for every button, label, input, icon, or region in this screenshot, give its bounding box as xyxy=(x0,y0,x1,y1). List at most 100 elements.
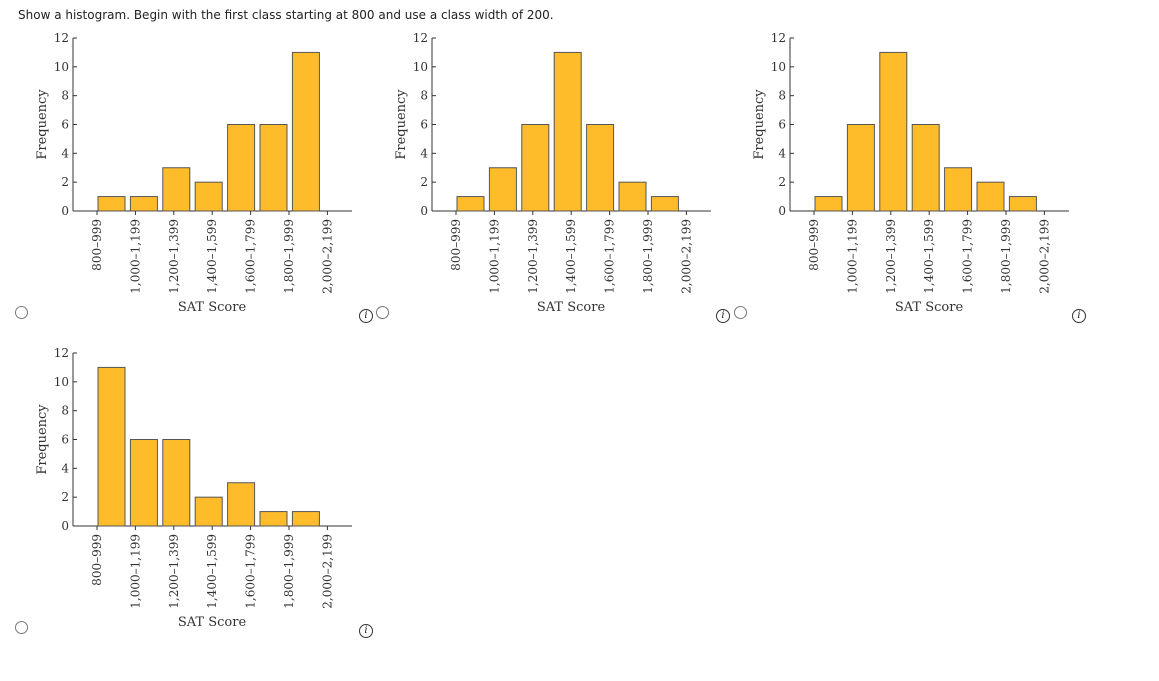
histogram-bar xyxy=(456,196,485,212)
histogram-svg: 0 2 4 6 8 10 12 800–999 1,000–1,199 1,200–1,399 1,… xyxy=(35,31,352,315)
histogram-bar xyxy=(618,181,647,212)
histogram-bar xyxy=(227,124,256,212)
x-tick-label: 800–999 xyxy=(90,534,104,586)
x-tick-label: 800–999 xyxy=(90,219,104,271)
option-3-radio[interactable] xyxy=(734,306,747,319)
x-tick-label: 1,600–1,799 xyxy=(244,534,258,609)
y-tick-label: 10 xyxy=(54,60,69,74)
histogram-bar xyxy=(879,51,908,212)
x-axis-label: SAT Score xyxy=(178,300,247,315)
histogram-bar xyxy=(129,439,158,527)
option-1-info-icon[interactable]: i xyxy=(359,309,373,323)
y-tick-label: 4 xyxy=(420,146,428,160)
x-tick-label: 1,400–1,599 xyxy=(564,219,578,294)
x-tick-label: 1,200–1,399 xyxy=(167,219,181,294)
histogram-bar xyxy=(586,124,615,212)
x-axis-label: SAT Score xyxy=(895,300,964,315)
option-3-info-icon[interactable]: i xyxy=(1072,309,1086,323)
histogram-bar xyxy=(162,167,191,212)
x-tick-label: 1,600–1,799 xyxy=(603,219,617,294)
x-tick-label: 1,400–1,599 xyxy=(922,219,936,294)
x-tick-label: 800–999 xyxy=(807,219,821,271)
y-tick-label: 0 xyxy=(61,204,69,218)
x-tick-label: 1,600–1,799 xyxy=(961,219,975,294)
x-tick-label: 1,200–1,399 xyxy=(884,219,898,294)
histogram-bar xyxy=(227,482,256,527)
y-tick-label: 6 xyxy=(61,433,69,447)
y-tick-label: 10 xyxy=(771,60,786,74)
histogram-option-4: 0 2 4 6 8 10 12 800–999 1,000–1,199 1,200–1,399 1,… xyxy=(0,345,360,649)
y-axis-label: Frequency xyxy=(752,89,767,160)
histogram-bar xyxy=(162,439,191,527)
option-4-info-icon[interactable]: i xyxy=(359,624,373,638)
x-axis-label: SAT Score xyxy=(537,300,606,315)
histogram-option-2: 0 2 4 6 8 10 12 800–999 1,000–1,199 1,200–1,399 1,… xyxy=(359,30,719,334)
option-4-radio[interactable] xyxy=(15,621,28,634)
histogram-option-3: 0 2 4 6 8 10 12 800–999 1,000–1,199 1,200–1,399 1,… xyxy=(717,30,1077,334)
histogram-bar xyxy=(291,51,320,212)
x-tick-label: 1,000–1,199 xyxy=(845,219,859,294)
histogram-bar xyxy=(129,196,158,212)
x-axis-label: SAT Score xyxy=(178,615,247,630)
histogram-bar xyxy=(814,196,843,212)
y-tick-label: 0 xyxy=(61,519,69,533)
histogram-bar xyxy=(97,366,126,527)
histogram-bar xyxy=(259,511,288,527)
x-tick-label: 1,600–1,799 xyxy=(244,219,258,294)
y-tick-label: 2 xyxy=(61,175,69,189)
histogram-bar xyxy=(846,124,875,212)
x-tick-label: 1,800–1,999 xyxy=(282,219,296,294)
y-axis-label: Frequency xyxy=(35,404,50,475)
y-tick-label: 0 xyxy=(420,204,428,218)
option-2-radio[interactable] xyxy=(376,306,389,319)
histogram-bar xyxy=(97,196,126,212)
histogram-svg: 0 2 4 6 8 10 12 800–999 1,000–1,199 1,200–1,399 1,… xyxy=(752,31,1069,315)
question-prompt: Show a histogram. Begin with the first c… xyxy=(18,8,554,22)
x-tick-label: 2,000–2,199 xyxy=(1037,219,1051,294)
y-tick-label: 4 xyxy=(61,461,69,475)
x-tick-label: 1,800–1,999 xyxy=(641,219,655,294)
histogram-bar xyxy=(488,167,517,212)
x-tick-label: 1,400–1,599 xyxy=(205,534,219,609)
histogram-svg: 0 2 4 6 8 10 12 800–999 1,000–1,199 1,200–1,399 1,… xyxy=(394,31,711,315)
option-2-info-icon[interactable]: i xyxy=(716,309,730,323)
histogram-bar xyxy=(976,181,1005,212)
x-tick-label: 1,200–1,399 xyxy=(167,534,181,609)
y-tick-label: 0 xyxy=(778,204,786,218)
x-tick-label: 2,000–2,199 xyxy=(320,534,334,609)
y-tick-label: 8 xyxy=(420,89,428,103)
option-1-radio[interactable] xyxy=(15,306,28,319)
y-tick-label: 10 xyxy=(54,375,69,389)
histogram-bar xyxy=(1008,196,1037,212)
histogram-option-1: 0 2 4 6 8 10 12 800–999 1,000–1,199 1,200–1,399 1,… xyxy=(0,30,360,334)
y-tick-label: 10 xyxy=(413,60,428,74)
x-tick-label: 1,000–1,199 xyxy=(487,219,501,294)
histogram-bar xyxy=(194,181,223,212)
x-tick-label: 1,800–1,999 xyxy=(999,219,1013,294)
x-tick-label: 1,400–1,599 xyxy=(205,219,219,294)
y-tick-label: 8 xyxy=(61,89,69,103)
histogram-bar xyxy=(911,124,940,212)
y-axis-label: Frequency xyxy=(35,89,50,160)
x-tick-label: 1,800–1,999 xyxy=(282,534,296,609)
y-tick-label: 2 xyxy=(420,175,428,189)
y-axis-label: Frequency xyxy=(394,89,409,160)
y-tick-label: 8 xyxy=(61,404,69,418)
y-tick-label: 6 xyxy=(61,118,69,132)
x-tick-label: 800–999 xyxy=(449,219,463,271)
histogram-bar xyxy=(553,51,582,212)
y-tick-label: 4 xyxy=(61,146,69,160)
histogram-bar xyxy=(259,124,288,212)
histogram-bar xyxy=(194,496,223,527)
x-tick-label: 1,000–1,199 xyxy=(128,219,142,294)
y-tick-label: 6 xyxy=(420,118,428,132)
y-tick-label: 2 xyxy=(778,175,786,189)
histogram-svg: 0 2 4 6 8 10 12 800–999 1,000–1,199 1,200–1,399 1,… xyxy=(35,346,352,630)
y-tick-label: 12 xyxy=(54,31,69,45)
y-tick-label: 4 xyxy=(778,146,786,160)
y-tick-label: 12 xyxy=(413,31,428,45)
x-tick-label: 1,000–1,199 xyxy=(128,534,142,609)
y-tick-label: 12 xyxy=(771,31,786,45)
histogram-bar xyxy=(521,124,550,212)
histogram-bar xyxy=(291,511,320,527)
